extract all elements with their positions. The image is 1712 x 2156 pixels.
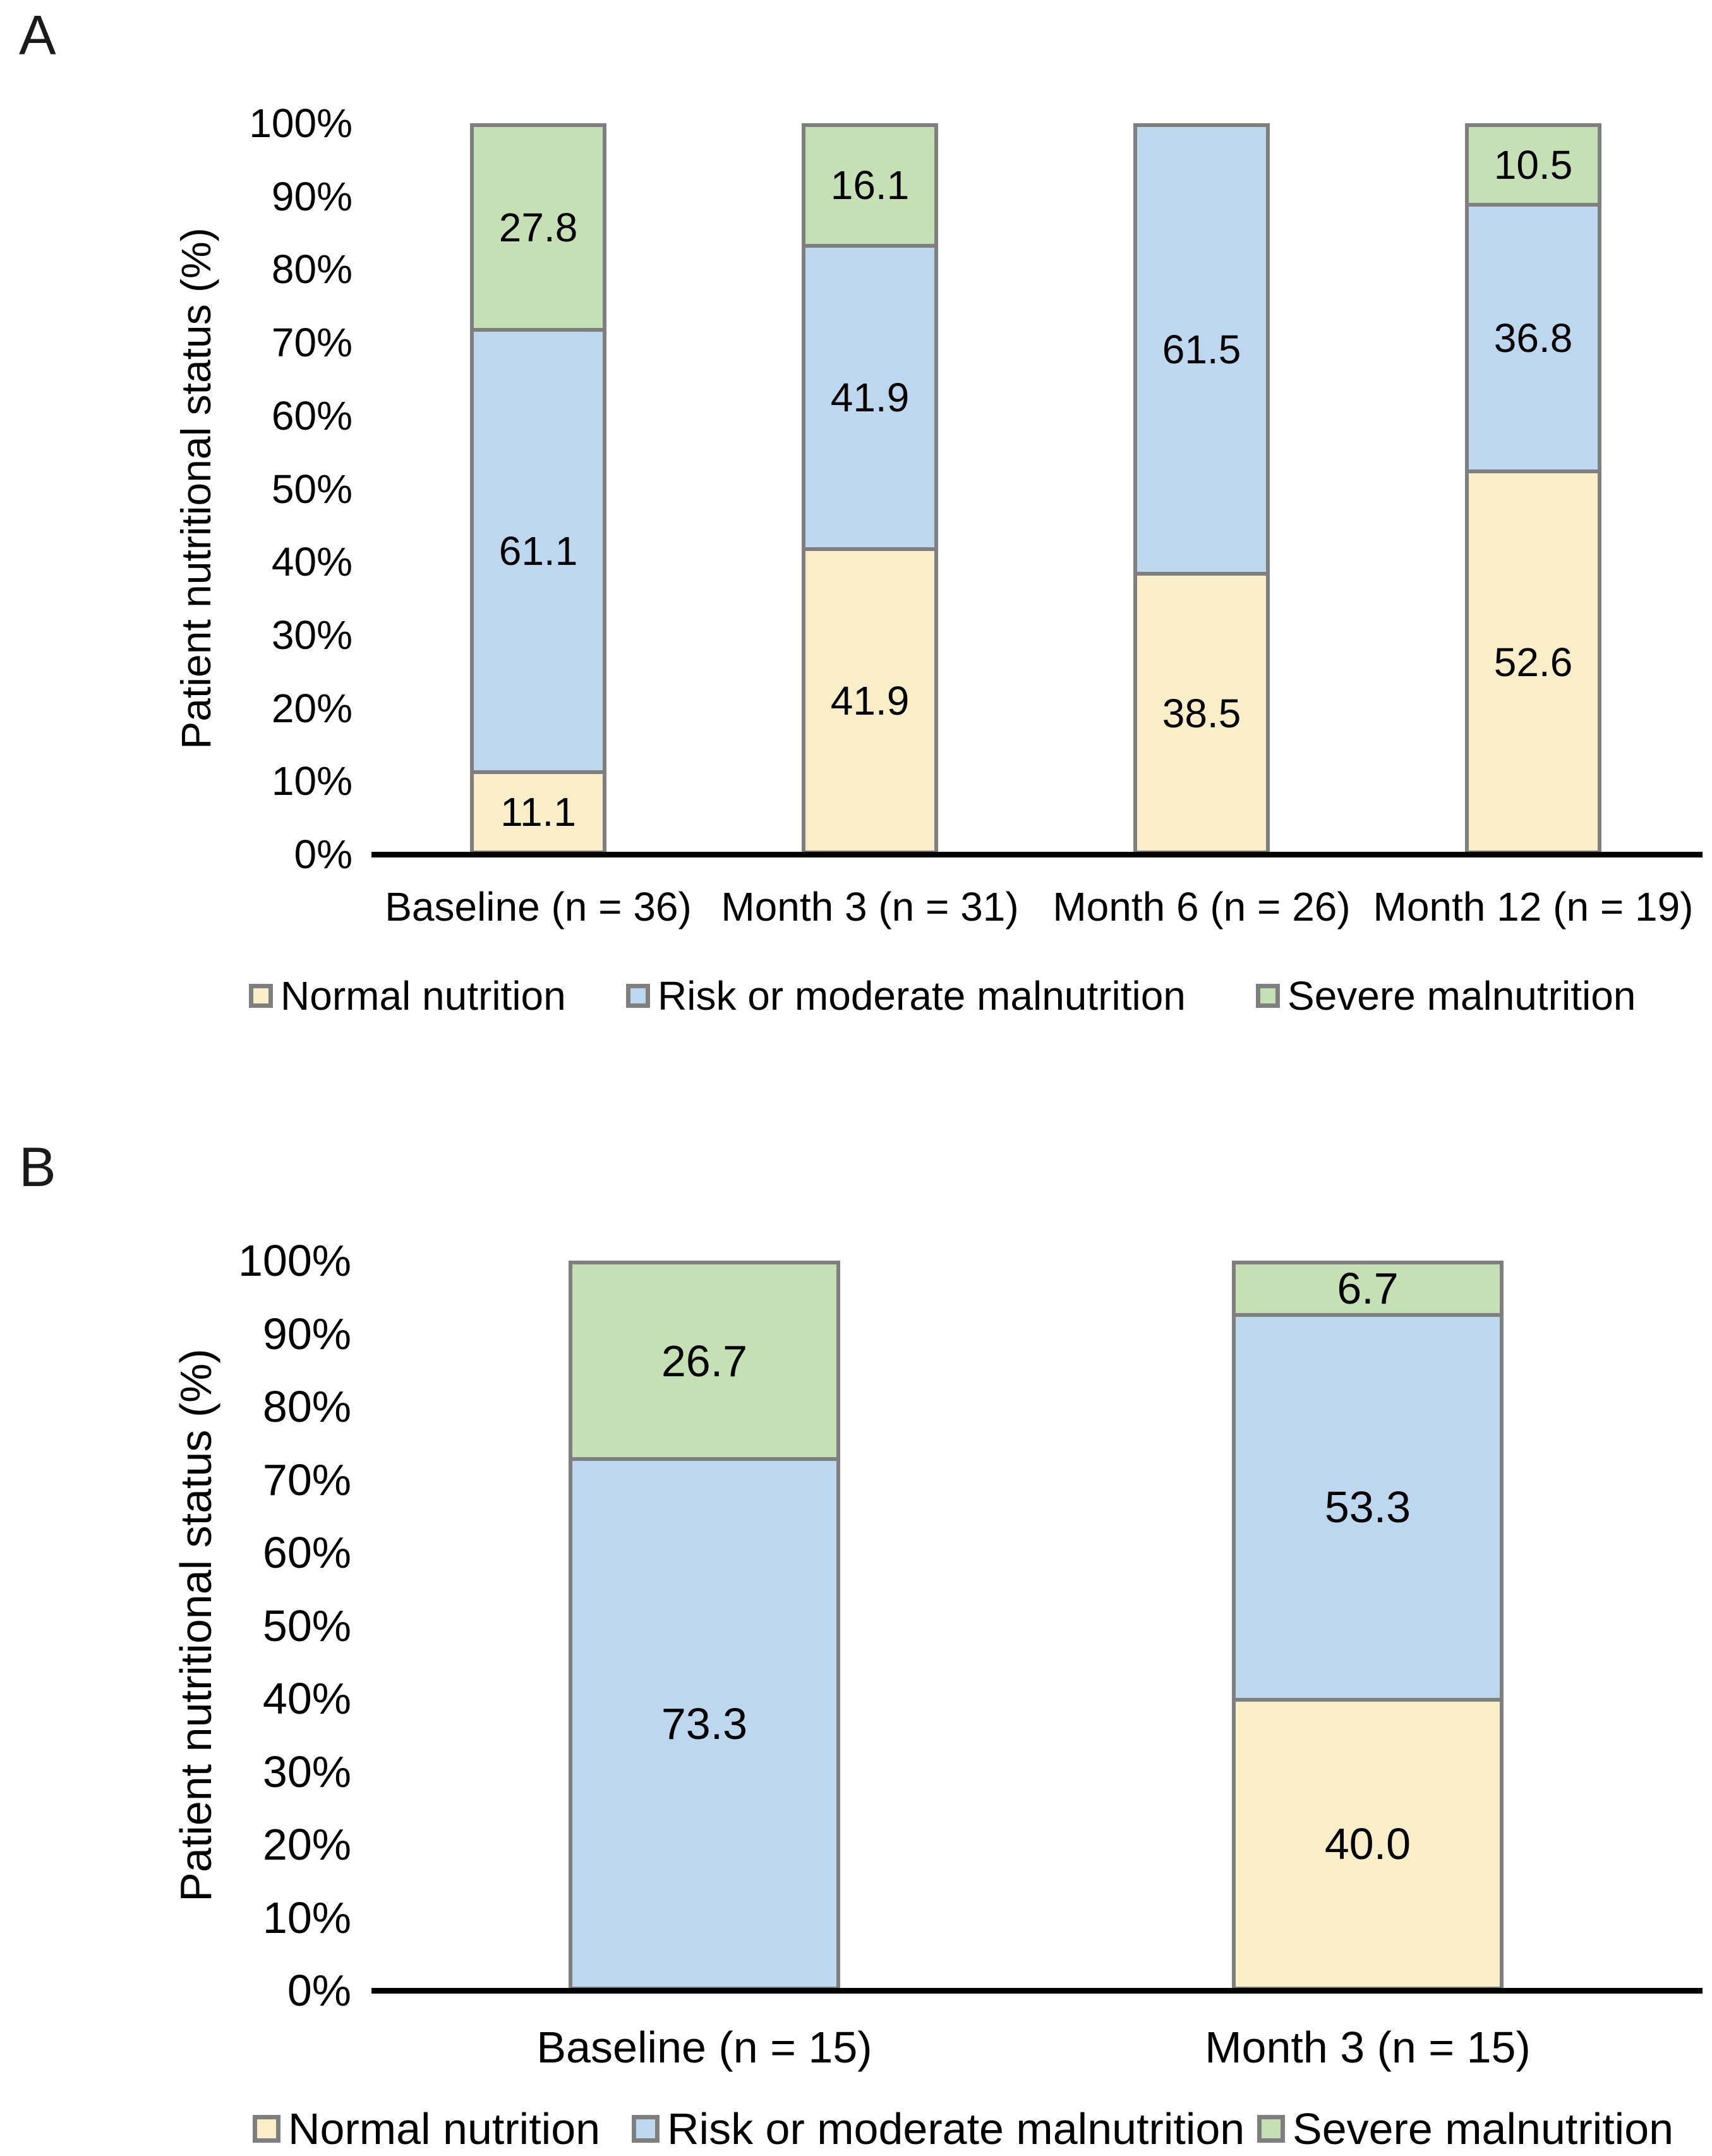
y-tick-label: 20% [271,685,353,731]
bar-segment-value: 38.5 [1162,690,1241,736]
y-tick-label: 30% [271,612,353,658]
bar-segment-value: 11.1 [500,789,576,835]
bar-segment-risk-or-moderate-malnutrition: 61.1 [474,328,603,770]
legend-item-normal-nutrition: Normal nutrition [253,2107,600,2151]
legend-label: Risk or moderate malnutrition [667,2104,1245,2153]
bar-segment-severe-malnutrition: 10.5 [1469,127,1598,203]
stacked-bar: 61.5 38.5 [1133,123,1270,854]
bar-segment-value: 41.9 [830,677,910,724]
x-axis-category-label: Baseline (n = 15) [536,2023,872,2072]
y-tick-label: 70% [262,1455,351,1505]
y-tick-label: 20% [262,1820,351,1869]
legend-item-normal-nutrition: Normal nutrition [249,976,566,1016]
x-axis-category-label: Month 12 (n = 19) [1373,884,1694,930]
legend-item-risk-or-moderate-malnutrition: Risk or moderate malnutrition [632,2107,1245,2151]
legend-swatch [1256,984,1280,1008]
x-axis-category-label: Month 6 (n = 26) [1052,884,1351,930]
bar-segment-risk-or-moderate-malnutrition: 53.3 [1236,1312,1500,1698]
y-tick-label: 50% [262,1601,351,1650]
y-tick-label: 50% [271,466,353,512]
panel-a: A Patient nutritional status (%) 0% 10% 20… [0,0,1712,1077]
bar-segment-normal-nutrition: 38.5 [1137,572,1266,851]
legend-label: Risk or moderate malnutrition [658,973,1186,1019]
legend-item-severe-malnutrition: Severe malnutrition [1256,976,1636,1016]
x-axis-line-a [371,852,1703,857]
legend-item-severe-malnutrition: Severe malnutrition [1257,2107,1673,2151]
bar-segment-risk-or-moderate-malnutrition: 41.9 [805,243,934,547]
bar-segment-normal-nutrition: 41.9 [805,547,934,851]
panel-b: B Patient nutritional status (%) 0% 10% 20… [0,1077,1712,2156]
bar-segment-risk-or-moderate-malnutrition: 73.3 [572,1457,836,1987]
y-tick-label: 100% [249,100,353,146]
y-tick-label: 100% [238,1236,351,1285]
y-tick-label: 30% [262,1747,351,1796]
bar-segment-value: 73.3 [661,1699,748,1749]
bar-segment-value: 27.8 [498,205,578,251]
y-tick-label: 60% [262,1528,351,1577]
legend-swatch [253,2115,280,2143]
legend-swatch [626,984,650,1008]
bar-segment-severe-malnutrition: 6.7 [1236,1264,1500,1313]
y-tick-label: 0% [287,1966,351,2015]
x-axis-category-label: Month 3 (n = 15) [1205,2023,1531,2072]
stacked-bar: 26.7 73.3 [569,1261,840,1990]
bar-segment-value: 26.7 [661,1336,748,1386]
bar-segment-value: 40.0 [1324,1819,1411,1869]
bar-segment-value: 41.9 [830,374,910,420]
y-tick-label: 40% [271,539,353,585]
bar-segment-normal-nutrition: 11.1 [474,770,603,851]
x-axis-category-label: Month 3 (n = 31) [721,884,1019,930]
y-tick-label: 40% [262,1674,351,1723]
bar-segment-value: 10.5 [1493,142,1573,188]
bar-segment-severe-malnutrition: 26.7 [572,1264,836,1458]
x-axis-line-b [371,1988,1703,1994]
bar-segment-value: 52.6 [1493,639,1573,685]
bar-segment-risk-or-moderate-malnutrition: 36.8 [1469,203,1598,470]
stacked-bar: 16.1 41.9 41.9 [802,123,938,854]
legend-swatch [632,2115,660,2143]
legend-swatch [249,984,273,1008]
y-tick-label: 10% [271,758,353,804]
stacked-bar: 10.5 36.8 52.6 [1465,123,1601,854]
plot-area-b: 26.7 73.3 6.7 53.3 40.0 [373,1261,1699,1990]
y-tick-label: 80% [262,1382,351,1431]
legend-item-risk-or-moderate-malnutrition: Risk or moderate malnutrition [626,976,1186,1016]
bar-segment-value: 53.3 [1324,1482,1411,1532]
y-tick-label: 0% [294,832,353,877]
y-tick-label: 60% [271,392,353,439]
bar-segment-severe-malnutrition: 27.8 [474,127,603,329]
bar-segment-normal-nutrition: 52.6 [1469,469,1598,851]
bar-segment-value: 36.8 [1493,315,1573,361]
y-tick-label: 90% [262,1309,351,1359]
bar-segment-value: 61.1 [498,528,578,574]
stacked-bar: 6.7 53.3 40.0 [1232,1261,1504,1990]
y-tick-label: 90% [271,173,353,219]
panel-a-letter: A [19,4,56,66]
stacked-bar: 27.8 61.1 11.1 [470,123,606,854]
legend-label: Severe malnutrition [1287,973,1636,1019]
panel-b-letter: B [19,1136,56,1198]
y-tick-label: 80% [271,246,353,293]
legend-swatch [1257,2115,1285,2143]
x-axis-category-label: Baseline (n = 36) [385,884,692,930]
bar-segment-normal-nutrition: 40.0 [1236,1697,1500,1987]
legend-label: Normal nutrition [288,2104,601,2153]
y-tick-label: 70% [271,320,353,366]
bar-segment-risk-or-moderate-malnutrition: 61.5 [1137,127,1266,572]
y-tick-label: 10% [262,1893,351,1942]
legend-label: Normal nutrition [280,973,566,1019]
bar-segment-severe-malnutrition: 16.1 [805,127,934,244]
bar-segment-value: 61.5 [1162,327,1241,373]
legend-label: Severe malnutrition [1293,2104,1674,2153]
plot-area-a: 27.8 61.1 11.1 16.1 41.9 41.9 61.5 38.5 10.5 36.8… [373,123,1699,854]
bar-segment-value: 6.7 [1337,1264,1399,1314]
bar-segment-value: 16.1 [830,162,910,209]
